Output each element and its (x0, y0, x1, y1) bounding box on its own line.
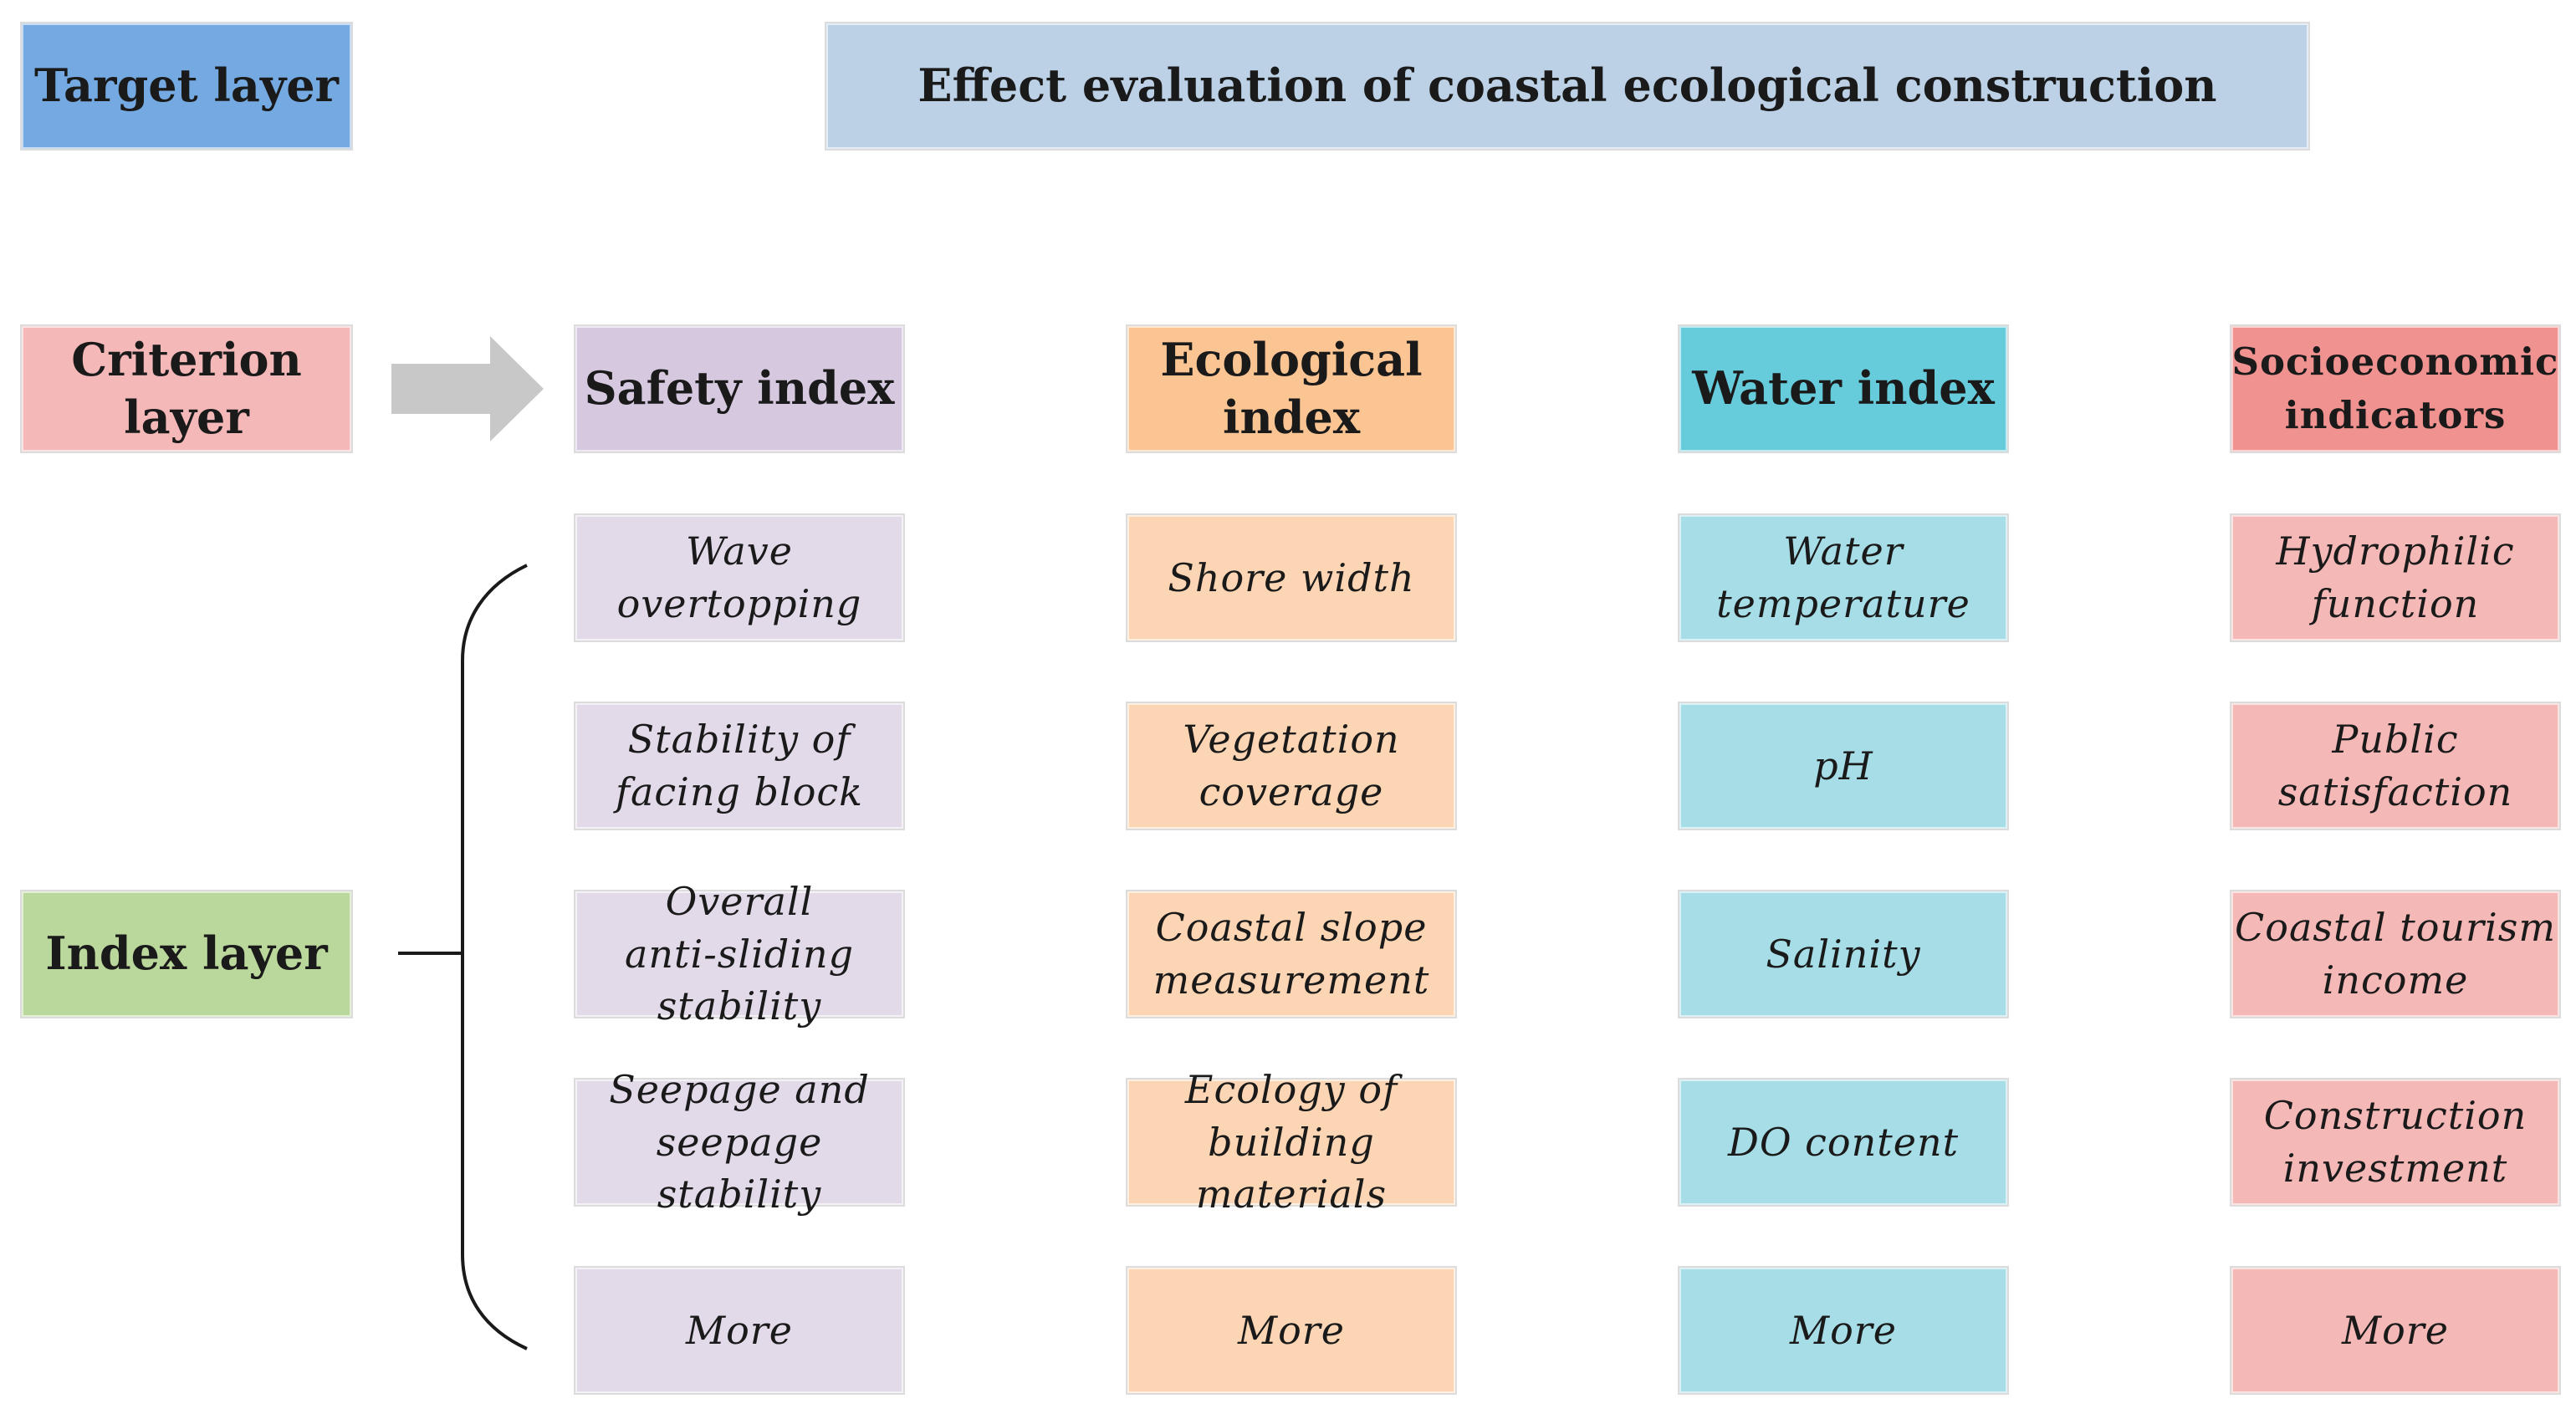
index-item: Wave overtopping (575, 515, 903, 641)
index-item-more: More (2231, 1268, 2559, 1393)
criterion-safety-index: Safety index (575, 326, 903, 452)
index-item: Coastal slope measurement (1127, 891, 1455, 1017)
index-item: Public satisfaction (2231, 703, 2559, 829)
right-arrow-icon (391, 336, 544, 442)
index-item: pH (1679, 703, 2007, 829)
goal-box: Effect evaluation of coastal ecological … (826, 23, 2308, 149)
index-item: Vegetation coverage (1127, 703, 1455, 829)
index-item: DO content (1679, 1080, 2007, 1205)
index-item: Stability of facing block (575, 703, 903, 829)
index-item: Ecology of building materials (1127, 1067, 1455, 1217)
index-item-more: More (1679, 1268, 2007, 1393)
criterion-layer-label: Criterion layer (22, 326, 351, 452)
index-item: Construction investment (2231, 1080, 2559, 1205)
index-item: Shore width (1127, 515, 1455, 641)
index-item: Water temperature (1679, 515, 2007, 641)
criterion-ecological-index: Ecological index (1127, 326, 1455, 452)
criterion-socioeconomic-indicators: Socioeconomic indicators (2231, 326, 2559, 452)
index-item: Salinity (1679, 891, 2007, 1017)
index-item: Hydrophilic function (2231, 515, 2559, 641)
index-item-more: More (1127, 1268, 1455, 1393)
criterion-water-index: Water index (1679, 326, 2007, 452)
index-item: Seepage and seepage stability (575, 1067, 903, 1217)
index-layer-label: Index layer (22, 891, 351, 1017)
index-item-more: More (575, 1268, 903, 1393)
index-item: Coastal tourism income (2231, 891, 2559, 1017)
target-layer-label: Target layer (22, 23, 351, 149)
bracket-line (461, 564, 528, 1350)
index-item: Overall anti-sliding stability (575, 879, 903, 1029)
